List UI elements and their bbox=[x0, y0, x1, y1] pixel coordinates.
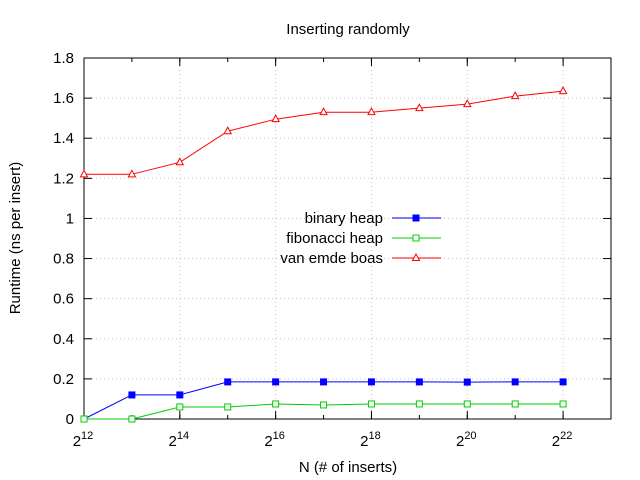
series-lines bbox=[79, 86, 568, 423]
x-tick-label: 220 bbox=[456, 430, 477, 450]
x-tick-label: 216 bbox=[264, 430, 285, 450]
x-axis-label: N (# of inserts) bbox=[299, 459, 397, 476]
data-point-fibonacci-heap bbox=[128, 415, 136, 423]
data-point-fibonacci-heap bbox=[80, 415, 88, 423]
series-van-emde-boas bbox=[79, 86, 568, 178]
y-tick-label: 1.2 bbox=[53, 170, 74, 187]
data-point-binary-heap bbox=[272, 378, 280, 386]
data-point-fibonacci-heap bbox=[463, 400, 471, 408]
data-point-fibonacci-heap bbox=[511, 400, 519, 408]
x-tick-label: 218 bbox=[360, 430, 381, 450]
data-point-van-emde-boas bbox=[175, 157, 185, 166]
x-tick-label: 222 bbox=[552, 430, 573, 450]
data-point-van-emde-boas bbox=[127, 169, 137, 178]
series-fibonacci-heap bbox=[80, 400, 567, 423]
y-tick-label: 0.2 bbox=[53, 371, 74, 388]
x-tick-label: 214 bbox=[169, 430, 190, 450]
y-tick-label: 1 bbox=[66, 210, 74, 227]
data-point-van-emde-boas bbox=[271, 114, 280, 123]
data-point-fibonacci-heap bbox=[176, 403, 184, 411]
data-point-binary-heap bbox=[176, 391, 184, 399]
data-point-binary-heap bbox=[320, 378, 328, 386]
data-point-fibonacci-heap bbox=[272, 400, 280, 408]
series-binary-heap bbox=[80, 378, 567, 423]
data-point-binary-heap bbox=[559, 378, 567, 386]
data-point-binary-heap bbox=[463, 378, 471, 386]
y-tick-label: 0.6 bbox=[53, 291, 74, 308]
data-point-van-emde-boas bbox=[415, 103, 424, 112]
data-point-fibonacci-heap bbox=[224, 403, 232, 411]
data-point-van-emde-boas bbox=[558, 86, 568, 95]
data-point-van-emde-boas bbox=[367, 107, 376, 116]
data-point-van-emde-boas bbox=[79, 169, 89, 178]
data-point-fibonacci-heap bbox=[559, 400, 567, 408]
legend-label-van-emde-boas: van emde boas bbox=[280, 250, 383, 267]
data-point-fibonacci-heap bbox=[415, 400, 423, 408]
axis-ticks: 0 0.2 0.4 0.6 0.8 1 1.2 1.4 1.6 1.8 212 214 216 218 22… bbox=[53, 50, 612, 450]
x-tick-label: 212 bbox=[73, 430, 94, 450]
y-tick-label: 0 bbox=[66, 411, 74, 428]
data-point-fibonacci-heap bbox=[320, 401, 328, 409]
legend-marker-binary-heap bbox=[412, 214, 420, 222]
y-tick-label: 1.6 bbox=[53, 90, 74, 107]
legend-label-fibonacci-heap: fibonacci heap bbox=[286, 230, 383, 247]
legend-marker-van-emde-boas bbox=[411, 252, 421, 261]
data-point-fibonacci-heap bbox=[367, 400, 375, 408]
data-point-binary-heap bbox=[224, 378, 232, 386]
data-point-van-emde-boas bbox=[319, 107, 328, 116]
y-axis-label: Runtime (ns per insert) bbox=[7, 162, 24, 315]
legend: binary heap fibonacci heap van emde boas bbox=[280, 210, 441, 267]
data-point-binary-heap bbox=[415, 378, 423, 386]
data-point-van-emde-boas bbox=[462, 99, 472, 108]
plot-frame bbox=[83, 57, 612, 420]
data-point-van-emde-boas bbox=[510, 91, 520, 100]
y-tick-label: 0.4 bbox=[53, 331, 74, 348]
data-point-binary-heap bbox=[367, 378, 375, 386]
data-point-binary-heap bbox=[511, 378, 519, 386]
data-point-van-emde-boas bbox=[223, 126, 233, 135]
chart-title: Inserting randomly bbox=[286, 21, 410, 38]
y-tick-label: 0.8 bbox=[53, 251, 74, 268]
data-point-binary-heap bbox=[128, 391, 136, 399]
legend-marker-fibonacci-heap bbox=[412, 234, 420, 242]
legend-label-binary-heap: binary heap bbox=[305, 210, 383, 227]
y-tick-label: 1.4 bbox=[53, 130, 74, 147]
y-tick-label: 1.8 bbox=[53, 50, 74, 67]
